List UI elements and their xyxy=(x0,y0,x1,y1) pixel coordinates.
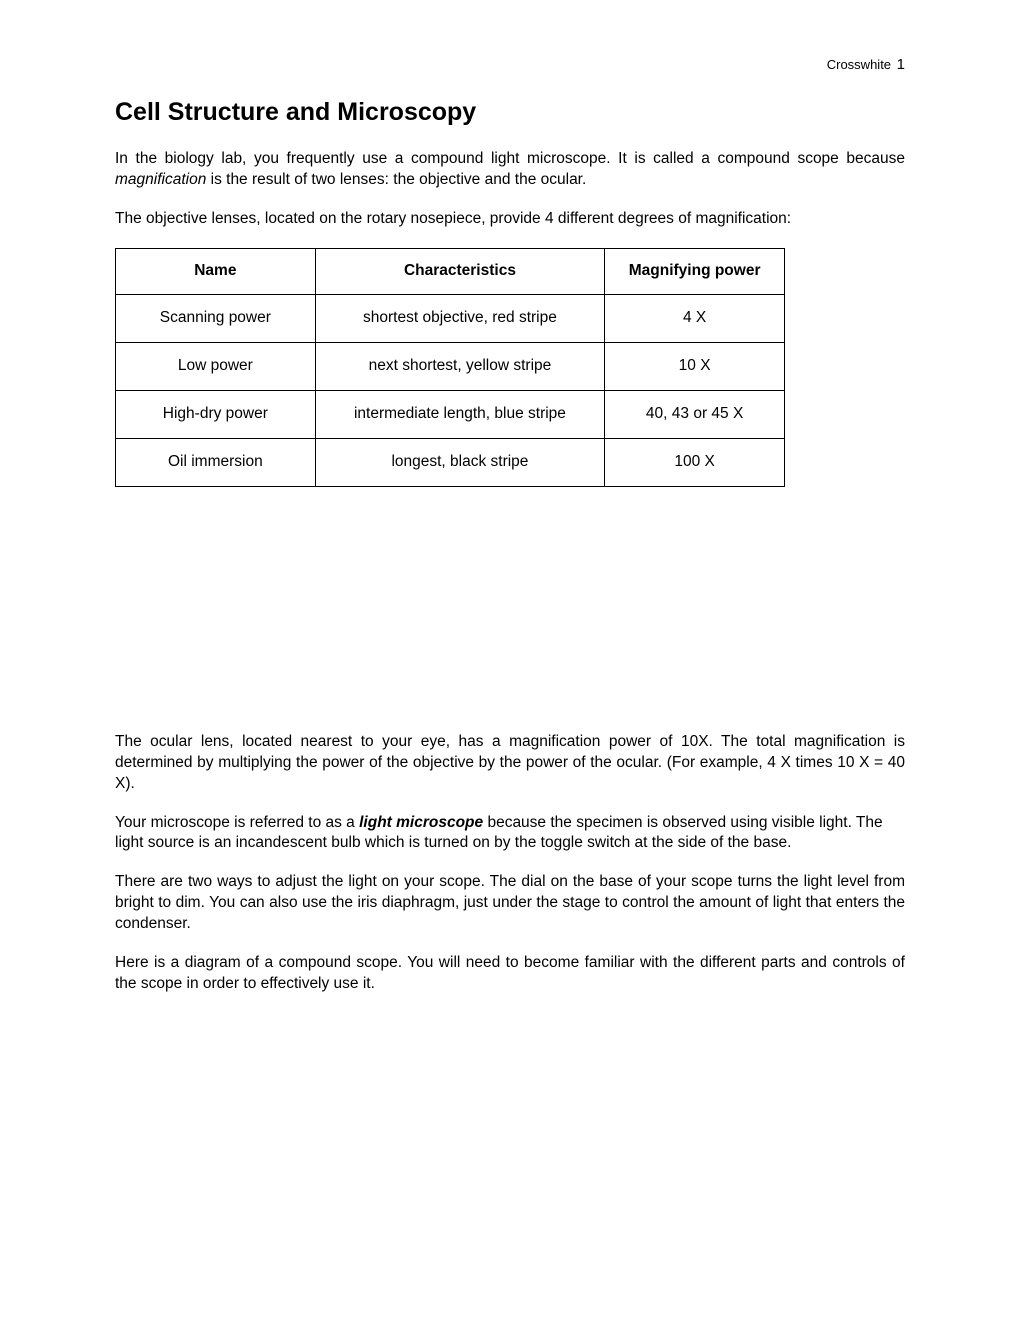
cell-mag: 100 X xyxy=(605,438,785,486)
para1-text-a: In the biology lab, you frequently use a… xyxy=(115,150,905,167)
th-name: Name xyxy=(116,248,316,294)
th-magnifying-power: Magnifying power xyxy=(605,248,785,294)
para1-text-c: is the result of two lenses: the objecti… xyxy=(206,171,586,188)
magnification-table: Name Characteristics Magnifying power Sc… xyxy=(115,248,785,487)
header-page-number: 1 xyxy=(897,56,905,73)
page-content: Cell Structure and Microscopy In the bio… xyxy=(0,0,1020,995)
table-row: High-dry power intermediate length, blue… xyxy=(116,390,785,438)
paragraph-light-adjust: There are two ways to adjust the light o… xyxy=(115,872,905,935)
cell-name: Scanning power xyxy=(116,294,316,342)
paragraph-ocular: The ocular lens, located nearest to your… xyxy=(115,732,905,795)
para1-italic: magnification xyxy=(115,171,206,188)
cell-mag: 40, 43 or 45 X xyxy=(605,390,785,438)
header-author: Crosswhite xyxy=(827,57,891,72)
paragraph-intro: In the biology lab, you frequently use a… xyxy=(115,149,905,191)
table-row: Low power next shortest, yellow stripe 1… xyxy=(116,342,785,390)
table-row: Scanning power shortest objective, red s… xyxy=(116,294,785,342)
table-row: Oil immersion longest, black stripe 100 … xyxy=(116,438,785,486)
table-header-row: Name Characteristics Magnifying power xyxy=(116,248,785,294)
page-header: Crosswhite 1 xyxy=(827,56,905,73)
para4-text-a: Your microscope is referred to as a xyxy=(115,814,359,831)
cell-mag: 4 X xyxy=(605,294,785,342)
paragraph-objective: The objective lenses, located on the rot… xyxy=(115,209,905,230)
cell-char: next shortest, yellow stripe xyxy=(315,342,605,390)
cell-char: shortest objective, red stripe xyxy=(315,294,605,342)
th-characteristics: Characteristics xyxy=(315,248,605,294)
page-title: Cell Structure and Microscopy xyxy=(115,98,905,127)
vertical-gap xyxy=(115,487,905,732)
cell-mag: 10 X xyxy=(605,342,785,390)
paragraph-diagram: Here is a diagram of a compound scope. Y… xyxy=(115,953,905,995)
para4-bold-italic: light microscope xyxy=(359,814,483,831)
cell-name: Low power xyxy=(116,342,316,390)
cell-char: intermediate length, blue stripe xyxy=(315,390,605,438)
cell-name: Oil immersion xyxy=(116,438,316,486)
cell-char: longest, black stripe xyxy=(315,438,605,486)
paragraph-light-microscope: Your microscope is referred to as a ligh… xyxy=(115,813,905,855)
cell-name: High-dry power xyxy=(116,390,316,438)
